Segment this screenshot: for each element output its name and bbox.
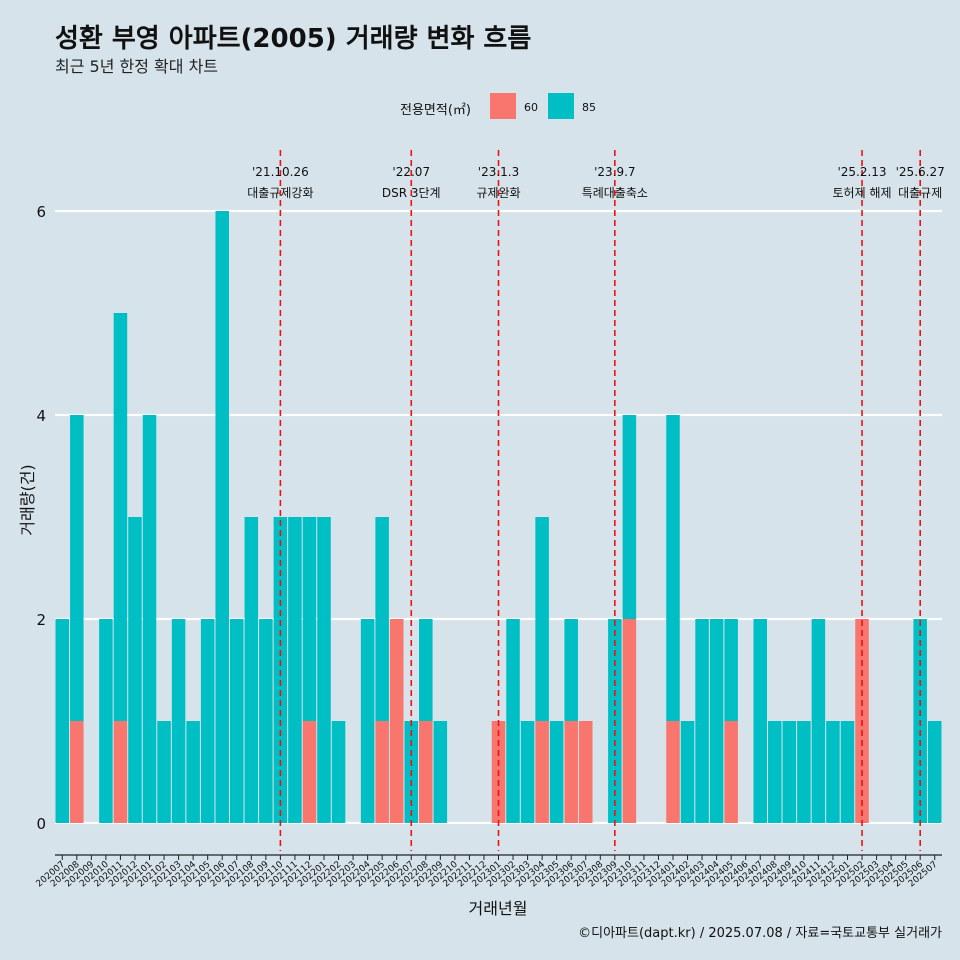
y-tick-label: 2: [36, 611, 46, 629]
bar-60: [113, 721, 128, 823]
chart-title: 성환 부영 아파트(2005) 거래량 변화 흐름: [55, 24, 532, 54]
legend-swatch-85: [548, 93, 574, 119]
bar-60: [564, 721, 578, 823]
bar-85: [927, 721, 942, 823]
bar-85: [753, 619, 767, 823]
legend-title: 전용면적(㎡): [400, 103, 471, 118]
event-date-label: '25.6.27: [896, 165, 945, 179]
y-tick-label: 0: [36, 815, 46, 833]
bar-85: [302, 517, 317, 721]
y-tick-label: 6: [36, 203, 46, 221]
event-text-label: 대출규제강화: [247, 186, 313, 200]
bar-85: [768, 721, 782, 823]
event-date-label: '22.07: [392, 165, 430, 179]
bar-85: [840, 721, 855, 823]
bar-85: [666, 415, 680, 721]
bar-60: [389, 619, 404, 823]
bar-85: [317, 517, 331, 823]
event-text-label: 특례대출축소: [582, 186, 648, 200]
bar-85: [433, 721, 448, 823]
legend: 전용면적(㎡) 60 85: [0, 93, 960, 121]
bar-85: [244, 517, 259, 823]
event-text-label: 대출규제: [898, 186, 942, 200]
bar-60: [622, 619, 637, 823]
bar-60: [535, 721, 549, 823]
bar-85: [331, 721, 346, 823]
bar-85: [99, 619, 113, 823]
event-text-label: 토허제 해제: [833, 186, 892, 200]
bar-85: [680, 721, 695, 823]
bar-60: [419, 721, 433, 823]
bar-85: [724, 619, 738, 721]
event-text-label: 규제완화: [476, 186, 520, 200]
event-date-label: '21.10.26: [252, 165, 309, 179]
bar-85: [564, 619, 578, 721]
bar-85: [128, 517, 142, 823]
event-date-label: '25.2.13: [837, 165, 886, 179]
bar-85: [520, 721, 535, 823]
legend-label-60: 60: [524, 101, 538, 114]
bar-60: [302, 721, 317, 823]
bar-60: [578, 721, 593, 823]
bar-85: [782, 721, 797, 823]
bar-85: [171, 619, 186, 823]
bar-85: [230, 619, 244, 823]
bar-85: [55, 619, 70, 823]
bar-85: [709, 619, 724, 823]
bar-60: [666, 721, 680, 823]
bar-85: [549, 721, 564, 823]
legend-swatch-60: [490, 93, 516, 119]
event-date-label: '23.1.3: [478, 165, 519, 179]
y-tick-label: 4: [36, 407, 46, 425]
source-caption: ©디아파트(dapt.kr) / 2025.07.08 / 자료=국토교통부 실…: [578, 926, 942, 941]
bar-85: [811, 619, 826, 823]
bar-60: [375, 721, 389, 823]
event-text-label: DSR 3단계: [382, 186, 441, 200]
bar-85: [288, 517, 302, 823]
bar-85: [535, 517, 549, 721]
bar-85: [157, 721, 171, 823]
bar-85: [259, 619, 273, 823]
bar-85: [695, 619, 709, 823]
bar-85: [419, 619, 433, 721]
bar-85: [375, 517, 389, 721]
legend-label-85: 85: [582, 101, 596, 114]
bar-60: [724, 721, 738, 823]
bar-85: [70, 415, 84, 721]
bar-85: [797, 721, 811, 823]
bar-85: [200, 619, 215, 823]
bar-85: [113, 313, 128, 721]
x-axis-title: 거래년월: [469, 899, 528, 918]
bar-85: [360, 619, 375, 823]
bar-85: [186, 721, 200, 823]
y-axis-title: 거래량(건): [18, 464, 37, 535]
bar-85: [622, 415, 637, 619]
bar-85: [142, 415, 157, 823]
event-date-label: '23.9.7: [594, 165, 635, 179]
bar-85: [215, 211, 229, 823]
bar-85: [506, 619, 520, 823]
bar-60: [70, 721, 84, 823]
bar-85: [826, 721, 840, 823]
chart-subtitle: 최근 5년 한정 확대 차트: [55, 57, 219, 76]
